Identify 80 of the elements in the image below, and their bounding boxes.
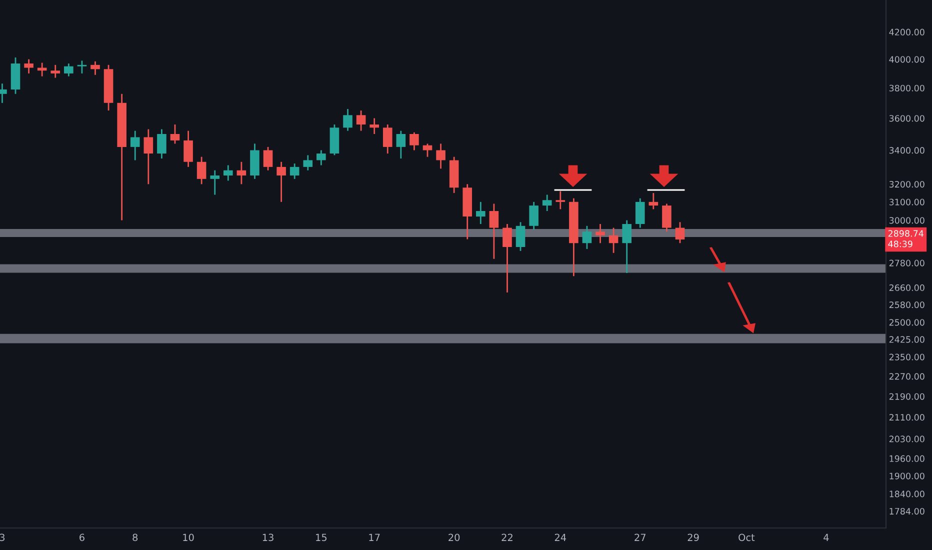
y-tick-label: 4000.00 xyxy=(889,56,924,63)
candlestick xyxy=(648,192,658,210)
candlestick xyxy=(316,150,326,166)
candlestick xyxy=(24,58,34,74)
candlestick xyxy=(50,64,60,78)
candlestick xyxy=(290,162,300,180)
candlestick xyxy=(476,201,486,225)
text: 48:39 xyxy=(888,240,912,248)
candlestick xyxy=(157,128,166,160)
x-tick-label: Oct xyxy=(738,534,755,542)
y-tick-label: 3000.00 xyxy=(889,217,924,224)
candlestick xyxy=(144,128,154,185)
y-tick-label: 2030.00 xyxy=(889,436,924,442)
x-tick-label: 17 xyxy=(369,534,380,541)
candlestick xyxy=(436,142,446,170)
candlestick xyxy=(263,146,273,172)
candlestick xyxy=(130,130,140,161)
y-tick-label: 4200.00 xyxy=(889,28,924,36)
candlestick xyxy=(396,130,406,160)
candlestick xyxy=(556,190,566,210)
candlestick xyxy=(196,156,206,185)
candlestick xyxy=(542,194,552,212)
y-tick-label: 2350.00 xyxy=(889,354,924,360)
candlestick xyxy=(223,164,233,182)
y-tick-label: 2425.00 xyxy=(889,336,924,343)
candlestick xyxy=(502,223,512,294)
x-tick-label: 20 xyxy=(448,534,460,542)
candlestick xyxy=(77,60,87,74)
y-tick-label: 2270.00 xyxy=(889,373,924,380)
candlestick xyxy=(90,60,100,76)
candlestick xyxy=(622,220,632,274)
candlestick xyxy=(489,203,499,260)
candlestick xyxy=(356,110,366,132)
candlestick xyxy=(170,124,180,144)
y-tick-label: 2580.00 xyxy=(889,302,924,308)
candlestick xyxy=(516,221,526,252)
y-tick-label: 3400.00 xyxy=(889,147,924,154)
candlestick xyxy=(662,203,672,232)
y-tick-label: 1784.00 xyxy=(890,508,924,515)
x-tick-label: 27 xyxy=(634,534,646,541)
candlestick xyxy=(529,201,538,230)
text: 2898.74 xyxy=(888,230,924,237)
candlestick xyxy=(303,154,313,172)
candlestick xyxy=(675,221,685,244)
y-tick-label: 3200.00 xyxy=(889,180,924,188)
y-tick-label: 2500.00 xyxy=(889,319,924,326)
candlestick xyxy=(236,161,246,185)
y-tick-label: 1960.00 xyxy=(890,455,924,462)
candlestick xyxy=(37,62,47,78)
y-tick-label: 1900.00 xyxy=(890,472,924,480)
x-tick-label: 24 xyxy=(554,534,566,541)
candlestick xyxy=(608,227,618,254)
candlestick xyxy=(635,198,645,228)
candlestick xyxy=(184,130,193,168)
x-tick-label: 29 xyxy=(688,534,699,542)
candlestick xyxy=(582,225,592,250)
x-tick-label: 8 xyxy=(132,534,138,542)
candlestick xyxy=(343,108,352,132)
y-tick-label: 1840.00 xyxy=(890,490,924,498)
x-tick-label: 6 xyxy=(80,534,84,542)
x-tick-label: 22 xyxy=(502,534,512,541)
y-tick-label: 3100.00 xyxy=(889,198,924,206)
x-tick-label: 4 xyxy=(824,534,829,541)
y-tick-label: 3800.00 xyxy=(889,84,924,92)
candlestick xyxy=(210,170,220,196)
candlestick xyxy=(64,62,74,78)
candlestick xyxy=(382,124,392,154)
x-tick-label: 10 xyxy=(183,534,194,542)
x-tick-label: 15 xyxy=(316,534,327,542)
candlestick xyxy=(370,118,379,135)
candlestick xyxy=(276,161,286,203)
candlestick xyxy=(596,223,605,244)
y-tick-label: 2780.00 xyxy=(889,260,924,266)
x-tick-label: 13 xyxy=(262,534,274,542)
y-tick-label: 2190.00 xyxy=(889,393,924,400)
y-tick-label: 2660.00 xyxy=(889,284,924,292)
y-tick-label: 3600.00 xyxy=(889,115,924,122)
x-tick-label: 3 xyxy=(0,534,5,542)
candlestick xyxy=(410,132,419,151)
y-tick-label: 2110.00 xyxy=(889,414,924,421)
